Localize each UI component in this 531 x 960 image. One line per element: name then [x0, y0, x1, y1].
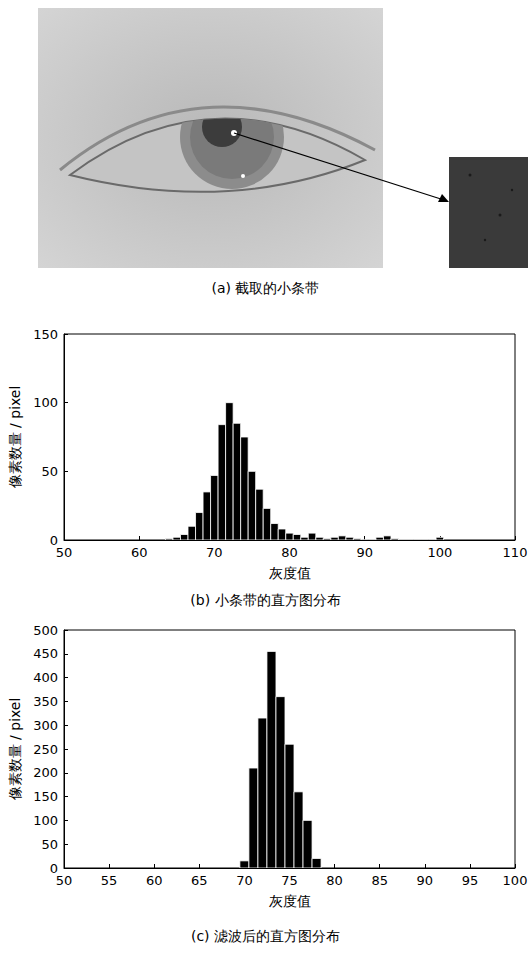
svg-text:50: 50 [41, 464, 58, 479]
svg-text:70: 70 [236, 873, 253, 888]
svg-text:95: 95 [462, 873, 479, 888]
svg-text:像素数量 / pixel: 像素数量 / pixel [7, 386, 23, 489]
svg-text:100: 100 [33, 813, 58, 828]
svg-text:50: 50 [56, 873, 73, 888]
svg-text:0: 0 [49, 860, 58, 876]
svg-text:灰度值: 灰度值 [269, 893, 311, 909]
svg-text:90: 90 [417, 873, 434, 888]
svg-text:450: 450 [33, 646, 58, 661]
svg-text:65: 65 [191, 873, 208, 888]
svg-text:50: 50 [41, 837, 58, 852]
svg-text:100: 100 [33, 395, 58, 410]
html-text:(a) 截取的小条带: (a) 截取的小条带 [211, 280, 320, 296]
svg-text:400: 400 [33, 670, 58, 685]
svg-text:0: 0 [49, 532, 58, 548]
svg-text:110: 110 [503, 545, 528, 560]
html-text:(c) 滤波后的直方图分布: (c) 滤波后的直方图分布 [191, 928, 340, 944]
svg-text:50: 50 [56, 545, 73, 560]
svg-text:90: 90 [356, 545, 373, 560]
html-text:(b) 小条带的直方图分布: (b) 小条带的直方图分布 [190, 592, 341, 608]
svg-text:像素数量 / pixel: 像素数量 / pixel [7, 698, 23, 801]
svg-text:85: 85 [371, 873, 388, 888]
svg-text:300: 300 [33, 718, 58, 733]
svg-text:80: 80 [326, 873, 343, 888]
svg-text:200: 200 [33, 765, 58, 780]
svg-text:150: 150 [33, 789, 58, 804]
svg-text:灰度值: 灰度值 [269, 565, 311, 581]
svg-text:80: 80 [281, 545, 298, 560]
svg-text:100: 100 [503, 873, 528, 888]
svg-text:75: 75 [281, 873, 298, 888]
svg-text:70: 70 [206, 545, 223, 560]
svg-text:500: 500 [33, 623, 58, 638]
svg-text:55: 55 [101, 873, 118, 888]
svg-text:60: 60 [131, 545, 148, 560]
svg-text:150: 150 [33, 327, 58, 342]
svg-text:350: 350 [33, 694, 58, 709]
svg-text:250: 250 [33, 742, 58, 757]
svg-text:60: 60 [146, 873, 163, 888]
svg-text:100: 100 [427, 545, 452, 560]
